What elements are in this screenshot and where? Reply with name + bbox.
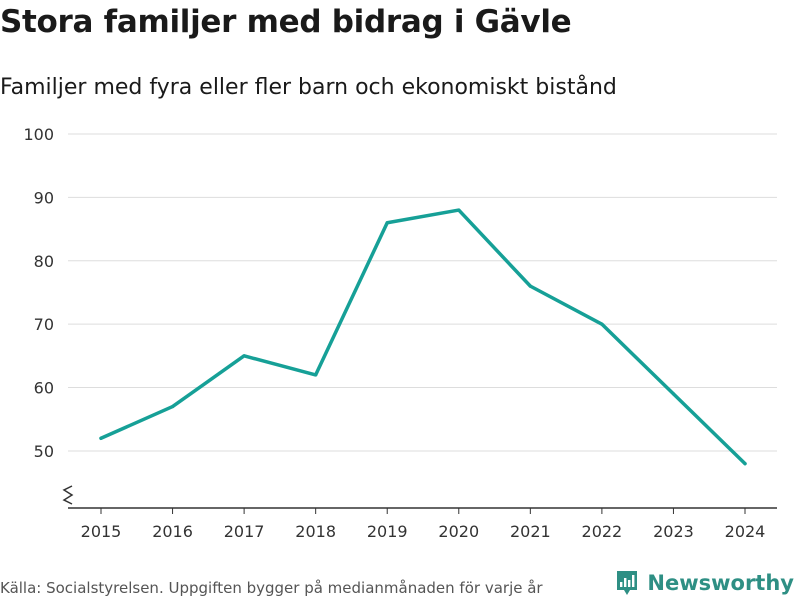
y-tick-label-90: 90 — [34, 188, 54, 207]
data-point-2023 — [671, 392, 676, 396]
y-tick-label-80: 80 — [34, 252, 54, 271]
x-tick-label-2020: 2020 — [438, 522, 479, 541]
data-point-2016 — [170, 404, 175, 409]
brand-name: Newsworthy — [647, 571, 794, 595]
y-tick-label-60: 60 — [34, 379, 54, 398]
brand-logo: Newsworthy — [615, 569, 794, 597]
x-axis — [62, 485, 777, 509]
axis-break-icon — [62, 485, 74, 505]
source-note: Källa: Socialstyrelsen. Uppgiften bygger… — [0, 579, 543, 597]
x-tick-label-2021: 2021 — [510, 522, 551, 541]
data-point-2019 — [385, 221, 389, 225]
x-tick-label-2019: 2019 — [367, 522, 408, 541]
series — [99, 208, 747, 466]
data-point-2015 — [99, 436, 103, 440]
y-tick-label-100: 100 — [23, 125, 54, 144]
x-tick-label-2016: 2016 — [152, 522, 193, 541]
x-axis-ticks: 2015 2016 2017 2018 2019 2020 2021 2022 2023 2024 — [81, 508, 766, 541]
x-tick-label-2018: 2018 — [295, 522, 336, 541]
chart-title: Stora familjer med bidrag i Gävle — [0, 4, 572, 40]
y-axis-ticks: 50 60 70 80 90 100 — [23, 125, 54, 461]
data-point-2020 — [457, 208, 461, 212]
newsworthy-logo-icon — [617, 571, 638, 595]
chart-subtitle: Familjer med fyra eller fler barn och ek… — [0, 75, 617, 100]
y-tick-label-50: 50 — [34, 442, 54, 461]
series-line-0 — [99, 208, 747, 466]
data-point-2018 — [314, 373, 318, 377]
data-point-2017 — [242, 354, 246, 358]
data-point-2022 — [600, 322, 604, 326]
x-tick-label-2015: 2015 — [81, 522, 122, 541]
x-tick-label-2017: 2017 — [224, 522, 265, 541]
x-tick-label-2023: 2023 — [653, 522, 694, 541]
x-tick-label-2024: 2024 — [725, 522, 766, 541]
gridlines — [68, 133, 777, 452]
data-point-2024 — [743, 462, 747, 466]
y-tick-label-70: 70 — [34, 315, 54, 334]
x-tick-label-2022: 2022 — [582, 522, 623, 541]
data-point-2021 — [528, 284, 532, 288]
